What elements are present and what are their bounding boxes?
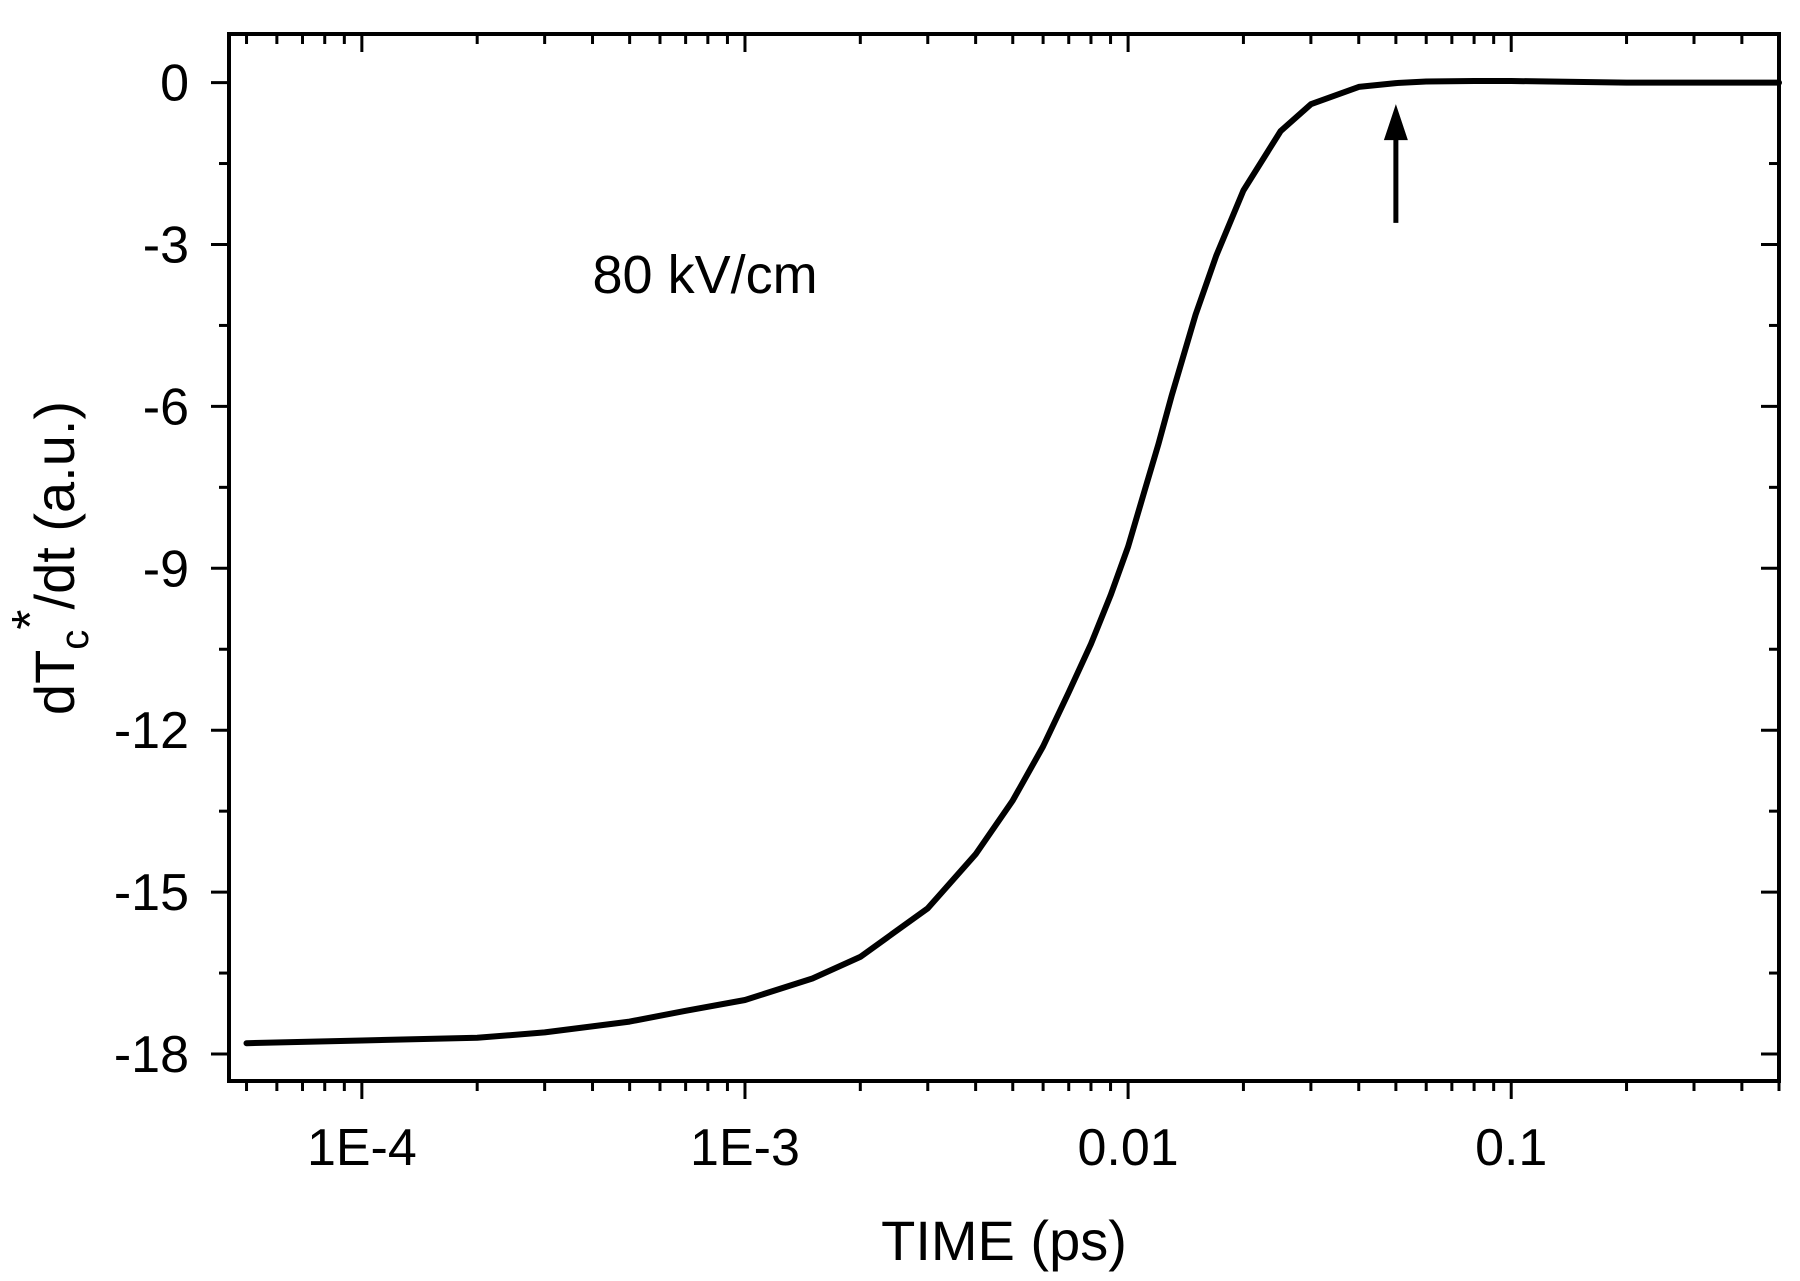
y-tick-label: 0 <box>160 55 189 113</box>
y-tick-label: -3 <box>143 216 189 274</box>
x-tick-label: 0.01 <box>1077 1119 1178 1177</box>
y-axis-label: dTc*/dt (a.u.) <box>2 401 97 715</box>
series-line <box>243 78 1782 1047</box>
arrow-annotation <box>1383 104 1408 223</box>
arrow-head <box>1383 104 1408 141</box>
y-tick-label: -12 <box>114 702 189 760</box>
y-tick-label: -18 <box>114 1026 189 1084</box>
y-label-suffix: /dt (a.u.) <box>23 401 86 610</box>
x-tick-label: 0.1 <box>1475 1119 1547 1177</box>
field-annotation: 80 kV/cm <box>593 245 818 305</box>
tick-labels: 1E-4 1E-3 0.01 0.1 0 -3 -6 -9 -12 -15 -18 <box>114 55 1548 1177</box>
plot-frame <box>227 32 1781 1083</box>
y-tick-label: -15 <box>114 864 189 922</box>
tick-marks <box>211 34 1781 1099</box>
y-label-superscript: * <box>2 609 60 629</box>
x-tick-label: 1E-4 <box>307 1119 417 1177</box>
y-tick-label: -9 <box>143 540 189 598</box>
y-label-subscript: c <box>53 630 97 650</box>
y-label-prefix: dT <box>23 650 86 715</box>
x-tick-label: 1E-3 <box>690 1119 800 1177</box>
x-axis-label: TIME (ps) <box>881 1209 1127 1272</box>
y-tick-label: -6 <box>143 378 189 436</box>
